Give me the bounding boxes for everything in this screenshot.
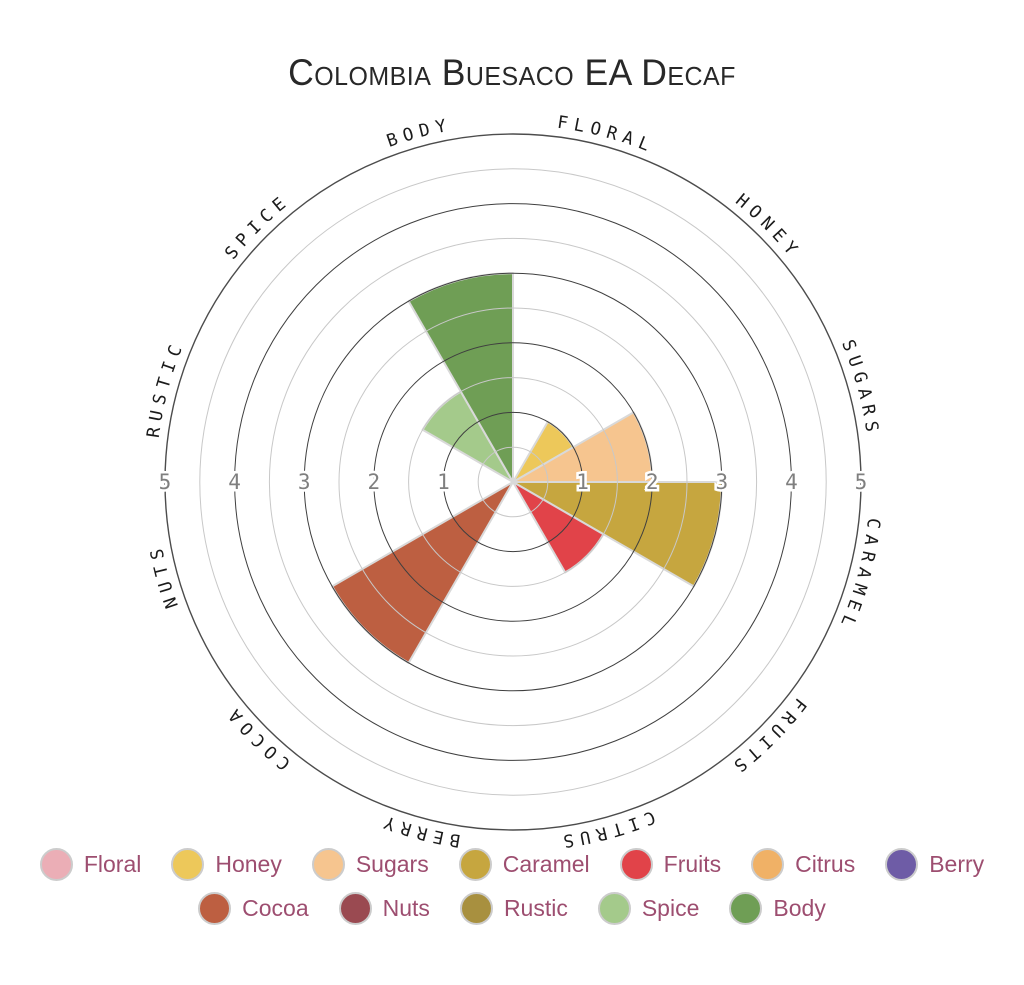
- axis-tick-left-4: 4: [228, 470, 241, 494]
- legend-item-berry[interactable]: Berry: [885, 847, 985, 881]
- legend-label-floral: Floral: [83, 850, 142, 877]
- legend-row-1: Floral Honey Sugars Caramel Fruits Citrus Berr…: [0, 842, 1024, 886]
- category-label-floral: FLORAL: [556, 113, 658, 158]
- axis-tick-left-2: 2: [367, 470, 380, 494]
- legend-label-nuts: Nuts: [382, 894, 430, 921]
- legend-label-caramel: Caramel: [502, 850, 590, 877]
- legend-item-floral[interactable]: Floral: [39, 847, 142, 881]
- category-label-rustic: RUSTIC: [144, 337, 189, 439]
- legend-item-spice[interactable]: Spice: [597, 891, 700, 925]
- wedge-cocoa: [331, 481, 514, 664]
- legend-item-nuts[interactable]: Nuts: [338, 891, 430, 925]
- legend-swatch-spice-icon: [597, 891, 631, 925]
- grid-ring-minor: [268, 237, 758, 727]
- legend-swatch-floral-icon: [39, 847, 73, 881]
- axis-tick-right-2: 2: [646, 470, 659, 494]
- grid-ring-minor: [477, 446, 549, 518]
- legend-swatch-body-icon: [729, 891, 763, 925]
- legend-swatch-citrus-icon: [751, 847, 785, 881]
- axis-tick-right-4: 4: [785, 470, 798, 494]
- category-label-honey: HONEY: [731, 190, 804, 263]
- legend-label-fruits: Fruits: [663, 850, 722, 877]
- category-label-caramel: CARAMEL: [834, 517, 883, 635]
- legend-swatch-cocoa-icon: [198, 891, 232, 925]
- legend-item-rustic[interactable]: Rustic: [459, 891, 568, 925]
- grid-ring-minor: [408, 377, 618, 587]
- legend-label-body: Body: [773, 894, 826, 921]
- legend-label-cocoa: Cocoa: [242, 894, 309, 921]
- legend-item-honey[interactable]: Honey: [171, 847, 282, 881]
- legend-label-citrus: Citrus: [795, 850, 856, 877]
- grid-ring-major: [303, 272, 723, 692]
- legend: Floral Honey Sugars Caramel Fruits Citrus Berr…: [0, 842, 1024, 930]
- grid-ring-major: [234, 203, 792, 761]
- legend-swatch-nuts-icon: [338, 891, 372, 925]
- legend-label-berry: Berry: [929, 850, 985, 877]
- legend-swatch-berry-icon: [885, 847, 919, 881]
- legend-label-spice: Spice: [641, 894, 700, 921]
- legend-item-cocoa[interactable]: Cocoa: [198, 891, 309, 925]
- axis-tick-right-5: 5: [855, 470, 868, 494]
- axis-tick-right-3: 3: [715, 470, 728, 494]
- legend-label-honey: Honey: [215, 850, 282, 877]
- grid-ring-minor: [338, 307, 688, 657]
- legend-item-caramel[interactable]: Caramel: [458, 847, 590, 881]
- chart-title: Colombia Buesaco EA Decaf: [288, 52, 736, 93]
- legend-swatch-rustic-icon: [459, 891, 493, 925]
- legend-swatch-sugars-icon: [311, 847, 345, 881]
- grid-ring-major: [442, 411, 584, 553]
- legend-item-sugars[interactable]: Sugars: [311, 847, 429, 881]
- category-label-cocoa: COCOA: [221, 700, 294, 773]
- outer-ring: [164, 133, 862, 831]
- legend-label-sugars: Sugars: [355, 850, 429, 877]
- legend-label-rustic: Rustic: [503, 894, 568, 921]
- grid-ring-major: [373, 342, 653, 622]
- axis-tick-left-3: 3: [298, 470, 311, 494]
- category-label-spice: SPICE: [221, 190, 294, 263]
- legend-swatch-fruits-icon: [619, 847, 653, 881]
- legend-item-fruits[interactable]: Fruits: [619, 847, 722, 881]
- category-label-sugars: SUGARS: [837, 337, 882, 439]
- legend-row-2: Cocoa Nuts Rustic Spice Body: [0, 886, 1024, 930]
- legend-swatch-honey-icon: [171, 847, 205, 881]
- axis-tick-right-1: 1: [576, 470, 589, 494]
- axis-tick-left-5: 5: [159, 470, 172, 494]
- legend-item-citrus[interactable]: Citrus: [751, 847, 856, 881]
- category-label-fruits: FRUITS: [725, 694, 810, 779]
- axis-tick-left-1: 1: [437, 470, 450, 494]
- legend-swatch-caramel-icon: [458, 847, 492, 881]
- legend-item-body[interactable]: Body: [729, 891, 826, 925]
- grid-ring-minor: [199, 168, 827, 796]
